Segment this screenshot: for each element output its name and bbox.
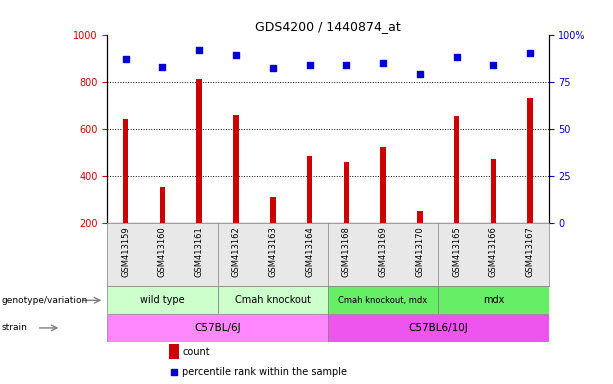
Text: GSM413168: GSM413168 <box>342 226 351 277</box>
Text: strain: strain <box>2 323 28 333</box>
Bar <box>491 159 497 223</box>
Text: GSM413166: GSM413166 <box>489 226 498 277</box>
Bar <box>454 116 460 223</box>
Point <box>268 65 278 71</box>
Point <box>194 46 204 53</box>
Bar <box>169 344 179 359</box>
Text: GSM413169: GSM413169 <box>379 226 387 277</box>
Bar <box>527 98 533 223</box>
Text: GSM413167: GSM413167 <box>526 226 535 277</box>
Bar <box>438 286 549 314</box>
Title: GDS4200 / 1440874_at: GDS4200 / 1440874_at <box>255 20 401 33</box>
Bar <box>159 187 166 223</box>
Text: GSM413165: GSM413165 <box>452 226 461 277</box>
Point <box>525 50 535 56</box>
Text: Cmah knockout: Cmah knockout <box>235 295 311 305</box>
Point <box>121 56 131 62</box>
Bar <box>343 162 349 223</box>
Text: GSM413170: GSM413170 <box>416 226 424 277</box>
Text: GSM413162: GSM413162 <box>232 226 240 277</box>
Text: genotype/variation: genotype/variation <box>2 296 88 305</box>
Point <box>231 52 241 58</box>
Text: count: count <box>182 347 210 357</box>
Text: GSM413159: GSM413159 <box>121 226 130 277</box>
Point <box>415 71 425 77</box>
Text: GSM413160: GSM413160 <box>158 226 167 277</box>
Bar <box>123 119 129 223</box>
Bar <box>270 197 276 223</box>
Point <box>341 62 351 68</box>
Point <box>452 54 462 60</box>
Bar <box>107 286 218 314</box>
Text: GSM413164: GSM413164 <box>305 226 314 277</box>
Text: mdx: mdx <box>483 295 504 305</box>
Text: wild type: wild type <box>140 295 185 305</box>
Bar <box>380 147 386 223</box>
Bar <box>196 79 202 223</box>
Bar <box>107 314 328 342</box>
Bar <box>328 314 549 342</box>
Text: C57BL6/10J: C57BL6/10J <box>408 323 468 333</box>
Bar <box>218 286 328 314</box>
Text: GSM413163: GSM413163 <box>268 226 277 277</box>
Bar <box>307 156 313 223</box>
Bar <box>328 286 438 314</box>
Text: C57BL/6J: C57BL/6J <box>194 323 241 333</box>
Point <box>169 369 179 375</box>
Point <box>305 62 314 68</box>
Point <box>158 63 167 70</box>
Bar <box>233 115 238 223</box>
Point <box>489 62 498 68</box>
Point <box>378 60 388 66</box>
Text: GSM413161: GSM413161 <box>195 226 204 277</box>
Text: Cmah knockout, mdx: Cmah knockout, mdx <box>338 296 428 305</box>
Bar <box>417 211 422 223</box>
Text: percentile rank within the sample: percentile rank within the sample <box>182 367 348 377</box>
